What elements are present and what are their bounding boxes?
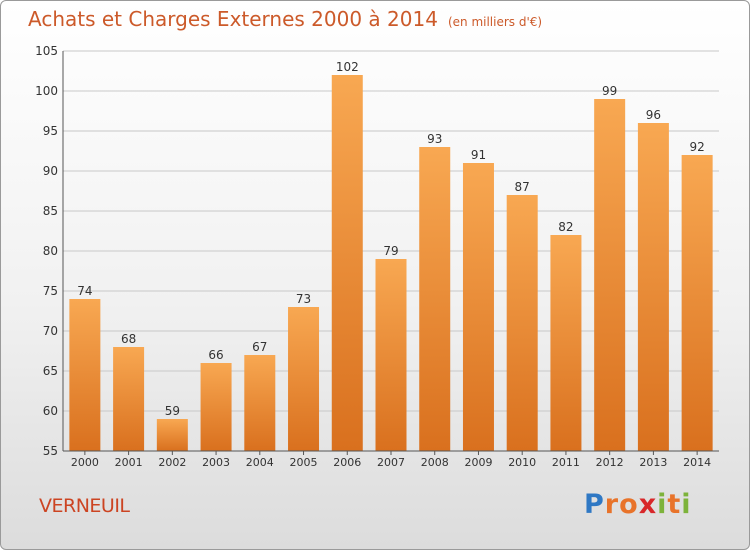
- x-tick-label: 2011: [552, 456, 580, 469]
- bar-2012: [594, 99, 626, 451]
- value-label: 92: [689, 140, 704, 154]
- bar-2003: [200, 363, 232, 451]
- x-tick-label: 2001: [115, 456, 143, 469]
- bar-2005: [288, 307, 320, 451]
- y-tick-label: 60: [43, 404, 58, 418]
- x-tick-label: 2002: [158, 456, 186, 469]
- value-label: 93: [427, 132, 442, 146]
- bar-2004: [244, 355, 276, 451]
- y-tick-label: 95: [43, 124, 58, 138]
- value-label: 91: [471, 148, 486, 162]
- logo-letter: P: [584, 489, 605, 520]
- x-tick-label: 2003: [202, 456, 230, 469]
- chart-title-text: Achats et Charges Externes 2000 à 2014: [28, 7, 438, 31]
- value-label: 67: [252, 340, 267, 354]
- chart-title: Achats et Charges Externes 2000 à 2014 (e…: [28, 7, 542, 31]
- value-label: 87: [515, 180, 530, 194]
- bar-2013: [637, 123, 669, 451]
- x-tick-label: 2005: [290, 456, 318, 469]
- logo-letter: x: [638, 489, 658, 520]
- value-label: 82: [558, 220, 573, 234]
- logo-letter: t: [667, 489, 682, 520]
- bar-2008: [419, 147, 451, 451]
- bar-2001: [113, 347, 145, 451]
- proxiti-logo: Proxiti: [584, 489, 692, 520]
- x-tick-label: 2000: [71, 456, 99, 469]
- x-tick-label: 2009: [464, 456, 492, 469]
- logo-letter: o: [619, 489, 639, 520]
- x-tick-label: 2010: [508, 456, 536, 469]
- chart-unit: (en milliers d'€): [447, 15, 543, 29]
- x-tick-label: 2012: [596, 456, 624, 469]
- value-label: 68: [121, 332, 136, 346]
- x-tick-label: 2006: [333, 456, 361, 469]
- commune-name: VERNEUIL: [39, 495, 130, 517]
- y-tick-label: 105: [35, 44, 58, 58]
- bar-2009: [462, 163, 494, 451]
- y-tick-label: 55: [43, 444, 58, 458]
- x-tick-label: 2008: [421, 456, 449, 469]
- logo-letter: i: [681, 489, 692, 520]
- value-label: 102: [336, 60, 359, 74]
- bar-2006: [331, 75, 363, 451]
- bar-2014: [681, 155, 713, 451]
- value-label: 79: [383, 244, 398, 258]
- y-tick-label: 100: [35, 84, 58, 98]
- value-label: 66: [208, 348, 223, 362]
- y-tick-label: 90: [43, 164, 58, 178]
- y-tick-label: 75: [43, 284, 58, 298]
- logo-letter: r: [604, 489, 620, 520]
- x-tick-label: 2014: [683, 456, 711, 469]
- bar-2002: [156, 419, 188, 451]
- bar-2000: [69, 299, 101, 451]
- bar-2010: [506, 195, 538, 451]
- value-label: 96: [646, 108, 661, 122]
- x-tick-label: 2004: [246, 456, 274, 469]
- y-tick-label: 70: [43, 324, 58, 338]
- y-tick-label: 65: [43, 364, 58, 378]
- y-tick-label: 80: [43, 244, 58, 258]
- logo-letter: i: [657, 489, 668, 520]
- value-label: 73: [296, 292, 311, 306]
- bar-2011: [550, 235, 582, 451]
- x-tick-label: 2007: [377, 456, 405, 469]
- bar-2007: [375, 259, 407, 451]
- value-label: 74: [77, 284, 92, 298]
- value-label: 99: [602, 84, 617, 98]
- value-label: 59: [165, 404, 180, 418]
- x-tick-label: 2013: [639, 456, 667, 469]
- y-tick-label: 85: [43, 204, 58, 218]
